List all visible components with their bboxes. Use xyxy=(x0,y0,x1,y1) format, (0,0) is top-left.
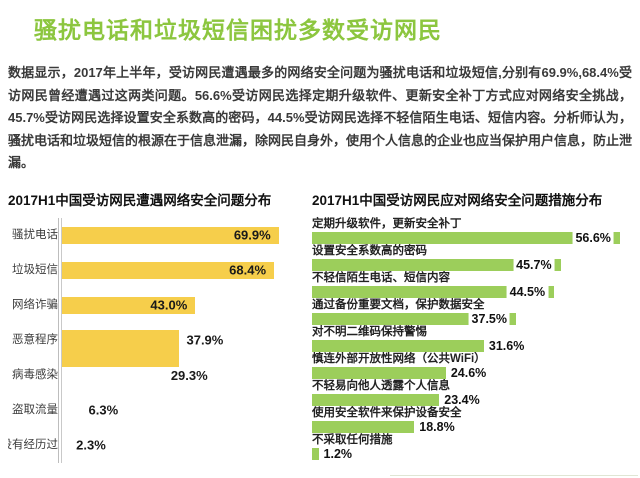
value-label: 56.6% xyxy=(572,230,614,245)
measure-row: 慎连外部开放性网络（公共WiFi） 24.6% xyxy=(312,353,632,380)
value-label: 2.3% xyxy=(76,437,106,453)
value-label: 69.9% xyxy=(233,227,271,243)
bar-zone: 6.3% xyxy=(62,393,304,428)
category-label: 盗取流量 xyxy=(12,404,58,416)
measure-row: 不采取任何措施 1.2% xyxy=(312,434,632,461)
value-label: 29.3% xyxy=(170,367,208,383)
measure-label: 不轻信陌生电话、短信内容 xyxy=(312,271,450,284)
problem-bar xyxy=(62,296,196,314)
problem-row: 垃圾短信 68.4% xyxy=(8,253,304,288)
measure-label: 定期升级软件，更新安全补丁 xyxy=(312,217,462,230)
category-label: 网络诈骗 xyxy=(12,299,58,311)
problem-row: 骚扰电话 69.9% xyxy=(8,218,304,253)
measure-bar xyxy=(312,447,319,460)
measure-row: 不轻易向他人透露个人信息 23.4% xyxy=(312,380,632,407)
measures-chart-title: 2017H1中国受访网民应对网络安全问题措施分布 xyxy=(312,192,603,208)
measure-row: 不轻信陌生电话、短信内容 44.5% xyxy=(312,272,632,299)
bar-zone: 68.4% xyxy=(62,253,304,288)
bar-zone: 24.6% xyxy=(312,365,632,380)
bar-zone: 43.0% xyxy=(62,288,304,323)
measure-row: 定期升级软件，更新安全补丁 56.6% xyxy=(312,218,632,245)
problems-chart-plot: 骚扰电话 69.9% 垃圾短信 68.4% 网络诈骗 43.0% 恶意程序 37.9% 病毒感染… xyxy=(8,217,304,463)
category-label: 没有经历过 xyxy=(8,439,58,451)
category-label: 垃圾短信 xyxy=(12,264,58,276)
problems-chart-title: 2017H1中国受访网民遭遇网络安全问题分布 xyxy=(8,192,272,208)
measure-label: 通过备份重要文档，保护数据安全 xyxy=(312,298,485,311)
measure-bar xyxy=(312,258,561,271)
page-title: 骚扰电话和垃圾短信困扰多数受访网民 xyxy=(34,18,442,43)
category-label: 骚扰电话 xyxy=(12,229,58,241)
problem-row: 病毒感染 29.3% xyxy=(8,358,304,393)
bar-zone: 29.3% xyxy=(62,358,304,393)
bar-zone: 18.8% xyxy=(312,419,632,434)
measure-row: 通过备份重要文档，保护数据安全 37.5% xyxy=(312,299,632,326)
measures-chart: 2017H1中国受访网民应对网络安全问题措施分布 定期升级软件，更新安全补丁 56… xyxy=(304,189,640,463)
problems-chart-rows: 骚扰电话 69.9% 垃圾短信 68.4% 网络诈骗 43.0% 恶意程序 37.9% 病毒感染… xyxy=(8,218,304,463)
measure-row: 设置安全系数高的密码 45.7% xyxy=(312,245,632,272)
bar-zone: 37.5% xyxy=(312,311,632,326)
value-label: 23.4% xyxy=(444,392,480,407)
bar-zone: 31.6% xyxy=(312,338,632,353)
bar-zone: 37.9% xyxy=(62,323,304,367)
measure-row: 对不明二维码保持警惕 31.6% xyxy=(312,326,632,353)
value-label: 6.3% xyxy=(88,402,119,418)
measure-label: 不采取任何措施 xyxy=(312,433,393,446)
bar-zone: 69.9% xyxy=(62,218,304,253)
problem-row: 盗取流量 6.3% xyxy=(8,393,304,428)
problems-chart: 2017H1中国受访网民遭遇网络安全问题分布 骚扰电话 69.9% 垃圾短信 68.4… xyxy=(0,189,304,463)
measure-bar xyxy=(312,285,555,298)
value-label: 31.6% xyxy=(488,338,525,353)
problem-bar xyxy=(62,226,279,244)
bar-zone: 2.3% xyxy=(62,428,304,463)
problem-row: 没有经历过 2.3% xyxy=(8,428,304,463)
problem-row: 网络诈骗 43.0% xyxy=(8,288,304,323)
measure-row: 使用安全软件来保护设备安全 18.8% xyxy=(312,407,632,434)
value-label: 37.9% xyxy=(186,332,224,348)
measure-bar xyxy=(312,339,484,352)
value-label: 45.7% xyxy=(513,257,555,272)
bottom-divider xyxy=(390,475,638,476)
category-label: 恶意程序 xyxy=(12,334,58,346)
value-label: 43.0% xyxy=(150,297,188,313)
y-axis-line xyxy=(58,217,62,463)
charts-container: 2017H1中国受访网民遭遇网络安全问题分布 骚扰电话 69.9% 垃圾短信 68.4… xyxy=(0,189,640,463)
bar-zone: 23.4% xyxy=(312,392,632,407)
value-label: 24.6% xyxy=(450,365,487,380)
measures-chart-rows: 定期升级软件，更新安全补丁 56.6% 设置安全系数高的密码 45.7% 不轻信陌生电话… xyxy=(312,218,632,461)
problem-bar xyxy=(62,261,275,279)
measure-label: 对不明二维码保持警惕 xyxy=(312,325,427,338)
category-label: 病毒感染 xyxy=(12,369,58,381)
bar-zone: 56.6% xyxy=(312,230,632,245)
intro-paragraph: 数据显示，2017年上半年，受访网民遭遇最多的网络安全问题为骚扰电话和垃圾短信,… xyxy=(8,65,633,170)
value-label: 68.4% xyxy=(229,262,267,278)
value-label: 44.5% xyxy=(506,284,549,299)
measure-label: 设置安全系数高的密码 xyxy=(312,244,427,257)
measure-label: 不轻易向他人透露个人信息 xyxy=(312,379,450,392)
measure-bar xyxy=(312,312,516,325)
bar-zone: 45.7% xyxy=(312,257,632,272)
measure-bar xyxy=(312,420,415,433)
value-label: 18.8% xyxy=(419,419,455,434)
bar-zone: 44.5% xyxy=(312,284,632,299)
bar-zone: 1.2% xyxy=(312,446,632,461)
problem-bar xyxy=(62,329,180,367)
measure-bar xyxy=(312,231,620,244)
measure-bar xyxy=(312,366,446,379)
measure-label: 使用安全软件来保护设备安全 xyxy=(312,406,462,419)
value-label: 1.2% xyxy=(323,446,353,461)
measure-bar xyxy=(312,393,440,406)
problem-row: 恶意程序 37.9% xyxy=(8,323,304,367)
value-label: 37.5% xyxy=(468,311,510,326)
measure-label: 慎连外部开放性网络（公共WiFi） xyxy=(312,352,486,365)
